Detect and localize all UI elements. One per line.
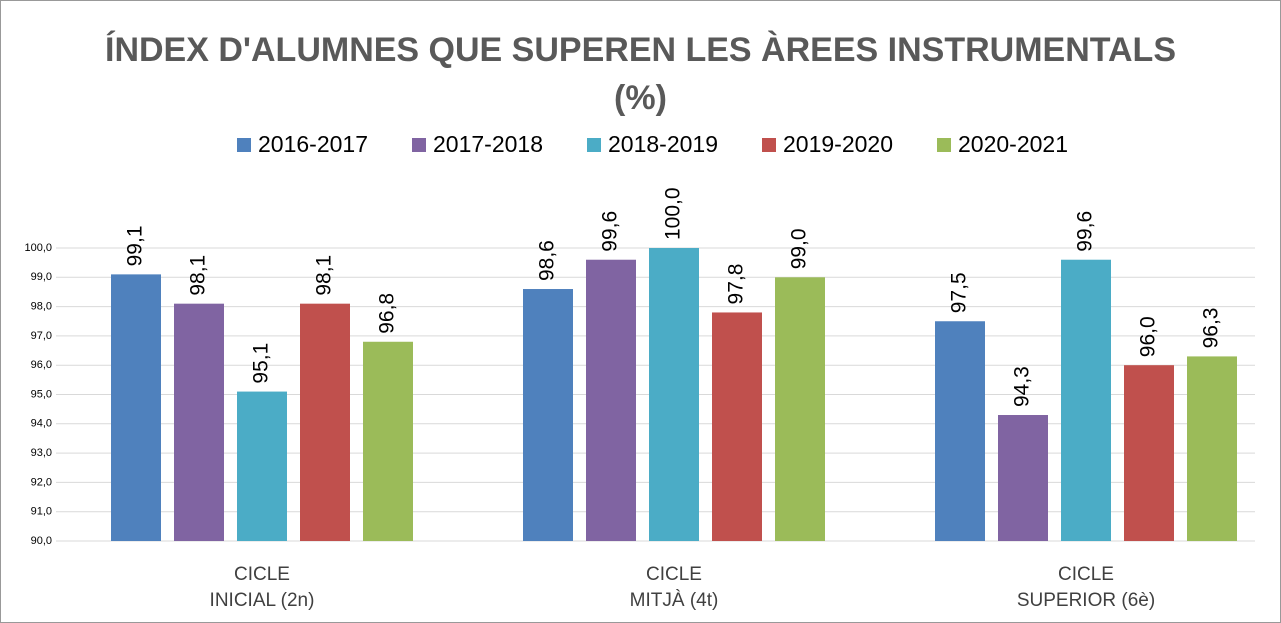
data-label: 99,1 — [124, 225, 147, 266]
y-tick-label: 99,0 — [31, 271, 52, 283]
data-label: 96,3 — [1200, 308, 1223, 349]
legend-label: 2016-2017 — [258, 131, 368, 157]
legend-label: 2018-2019 — [608, 131, 718, 157]
data-label: 98,1 — [187, 255, 210, 296]
legend-swatch — [762, 138, 776, 152]
legend-swatch — [587, 138, 601, 152]
data-label: 98,6 — [536, 240, 559, 281]
data-label: 99,0 — [788, 228, 811, 269]
x-tick-label: CICLE MITJÀ (4t) — [629, 564, 719, 611]
data-label: 95,1 — [250, 343, 273, 384]
bar — [935, 321, 985, 541]
y-tick-label: 94,0 — [31, 418, 52, 430]
bar — [111, 274, 161, 541]
y-tick-label: 93,0 — [31, 447, 52, 459]
legend-swatch — [412, 138, 426, 152]
bar — [775, 277, 825, 541]
bar — [300, 303, 350, 541]
y-tick-label: 92,0 — [31, 476, 52, 488]
bar — [237, 391, 287, 541]
bar — [1187, 356, 1237, 541]
bar — [1061, 259, 1111, 541]
bar — [998, 415, 1048, 541]
bar — [523, 289, 573, 541]
legend-label: 2017-2018 — [433, 131, 543, 157]
bar — [1124, 365, 1174, 541]
y-tick-label: 97,0 — [31, 330, 52, 342]
y-tick-label: 98,0 — [31, 301, 52, 313]
bar — [363, 341, 413, 541]
bar — [174, 303, 224, 541]
chart-title: ÍNDEX D'ALUMNES QUE SUPEREN LES ÀREES IN… — [105, 31, 1176, 117]
data-label: 100,0 — [662, 187, 685, 240]
bar — [712, 312, 762, 541]
y-tick-label: 95,0 — [31, 388, 52, 400]
data-label: 99,6 — [599, 211, 622, 252]
y-tick-label: 91,0 — [31, 506, 52, 518]
data-label: 99,6 — [1074, 211, 1097, 252]
data-label: 94,3 — [1011, 366, 1034, 407]
x-tick-label: CICLE INICIAL (2n) — [209, 564, 315, 611]
y-tick-label: 100,0 — [24, 242, 52, 254]
legend-label: 2019-2020 — [783, 131, 893, 157]
bar — [586, 259, 636, 541]
legend-swatch — [937, 138, 951, 152]
y-tick-label: 96,0 — [31, 359, 52, 371]
data-label: 97,8 — [725, 264, 748, 305]
data-label: 96,0 — [1137, 316, 1160, 357]
legend-label: 2020-2021 — [958, 131, 1068, 157]
x-tick-label: CICLE SUPERIOR (6è) — [1016, 564, 1156, 611]
y-tick-label: 90,0 — [31, 535, 52, 547]
data-label: 97,5 — [948, 272, 971, 313]
data-label: 98,1 — [313, 255, 336, 296]
bar — [649, 248, 699, 541]
data-label: 96,8 — [376, 293, 399, 334]
legend-swatch — [237, 138, 251, 152]
